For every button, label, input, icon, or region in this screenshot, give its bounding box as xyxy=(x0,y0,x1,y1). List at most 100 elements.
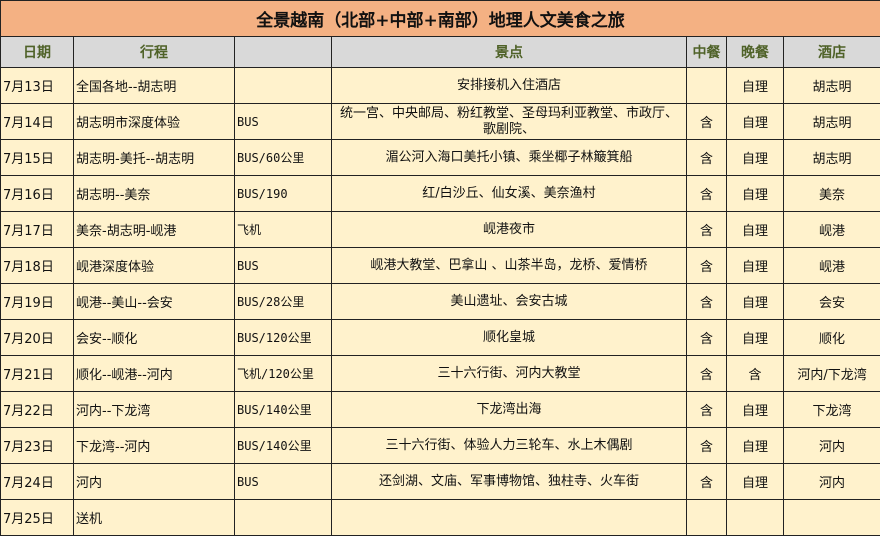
cell-dinner[interactable]: 自理 xyxy=(727,140,784,176)
cell-dinner[interactable]: 自理 xyxy=(727,248,784,284)
cell-lunch[interactable]: 含 xyxy=(687,356,727,392)
cell-sights[interactable]: 三十六行街、河内大教堂 xyxy=(332,356,687,392)
cell-lunch[interactable]: 含 xyxy=(687,104,727,140)
cell-hotel[interactable]: 河内 xyxy=(784,464,880,500)
cell-dinner[interactable]: 自理 xyxy=(727,212,784,248)
cell-route[interactable]: 胡志明--美奈 xyxy=(74,176,235,212)
cell-sights[interactable]: 湄公河入海口美托小镇、乘坐椰子林簸箕船 xyxy=(332,140,687,176)
cell-route[interactable]: 岘港深度体验 xyxy=(74,248,235,284)
cell-route[interactable]: 河内 xyxy=(74,464,235,500)
cell-route[interactable]: 岘港--美山--会安 xyxy=(74,284,235,320)
header-transport xyxy=(235,37,332,68)
cell-route[interactable]: 胡志明市深度体验 xyxy=(74,104,235,140)
cell-transport[interactable]: BUS xyxy=(235,104,332,140)
cell-lunch[interactable]: 含 xyxy=(687,248,727,284)
cell-sights[interactable]: 还剑湖、文庙、军事博物馆、独柱寺、火车街 xyxy=(332,464,687,500)
cell-sights[interactable]: 岘港夜市 xyxy=(332,212,687,248)
cell-transport[interactable]: 飞机 xyxy=(235,212,332,248)
cell-sights[interactable]: 三十六行街、体验人力三轮车、水上木偶剧 xyxy=(332,428,687,464)
cell-hotel[interactable]: 河内/下龙湾 xyxy=(784,356,880,392)
cell-transport[interactable]: BUS/140公里 xyxy=(235,428,332,464)
cell-route[interactable]: 胡志明-美托--胡志明 xyxy=(74,140,235,176)
cell-lunch[interactable] xyxy=(687,500,727,536)
cell-sights[interactable]: 统一宫、中央邮局、粉红教堂、圣母玛利亚教堂、市政厅、歌剧院、 xyxy=(332,104,687,140)
cell-dinner[interactable]: 自理 xyxy=(727,428,784,464)
cell-dinner[interactable]: 自理 xyxy=(727,464,784,500)
cell-lunch[interactable] xyxy=(687,68,727,104)
cell-hotel[interactable]: 胡志明 xyxy=(784,68,880,104)
cell-route[interactable]: 会安--顺化 xyxy=(74,320,235,356)
cell-dinner[interactable]: 自理 xyxy=(727,392,784,428)
cell-date[interactable]: 7月15日 xyxy=(1,140,74,176)
cell-sights[interactable]: 下龙湾出海 xyxy=(332,392,687,428)
cell-transport[interactable] xyxy=(235,68,332,104)
cell-route[interactable]: 顺化--岘港--河内 xyxy=(74,356,235,392)
cell-route[interactable]: 下龙湾--河内 xyxy=(74,428,235,464)
cell-hotel[interactable]: 下龙湾 xyxy=(784,392,880,428)
header-dinner: 晚餐 xyxy=(727,37,784,68)
cell-date[interactable]: 7月22日 xyxy=(1,392,74,428)
cell-lunch[interactable]: 含 xyxy=(687,176,727,212)
cell-date[interactable]: 7月20日 xyxy=(1,320,74,356)
cell-date[interactable]: 7月14日 xyxy=(1,104,74,140)
cell-transport[interactable]: 飞机/120公里 xyxy=(235,356,332,392)
cell-hotel[interactable]: 胡志明 xyxy=(784,104,880,140)
cell-transport[interactable]: BUS/28公里 xyxy=(235,284,332,320)
cell-lunch[interactable]: 含 xyxy=(687,464,727,500)
table-row: 7月21日顺化--岘港--河内飞机/120公里三十六行街、河内大教堂含含河内/下… xyxy=(1,356,880,392)
cell-transport[interactable]: BUS xyxy=(235,248,332,284)
cell-route[interactable]: 河内--下龙湾 xyxy=(74,392,235,428)
cell-date[interactable]: 7月25日 xyxy=(1,500,74,536)
cell-route[interactable]: 全国各地--胡志明 xyxy=(74,68,235,104)
cell-transport[interactable]: BUS/60公里 xyxy=(235,140,332,176)
cell-sights[interactable]: 顺化皇城 xyxy=(332,320,687,356)
cell-hotel[interactable]: 美奈 xyxy=(784,176,880,212)
cell-transport[interactable]: BUS/140公里 xyxy=(235,392,332,428)
table-row: 7月13日全国各地--胡志明 安排接机入住酒店 自理胡志明 xyxy=(1,68,880,104)
cell-dinner[interactable]: 自理 xyxy=(727,176,784,212)
cell-dinner[interactable]: 自理 xyxy=(727,320,784,356)
cell-lunch[interactable]: 含 xyxy=(687,284,727,320)
cell-lunch[interactable]: 含 xyxy=(687,140,727,176)
cell-date[interactable]: 7月24日 xyxy=(1,464,74,500)
cell-date[interactable]: 7月17日 xyxy=(1,212,74,248)
cell-date[interactable]: 7月21日 xyxy=(1,356,74,392)
cell-date[interactable]: 7月13日 xyxy=(1,68,74,104)
cell-sights[interactable]: 安排接机入住酒店 xyxy=(332,68,687,104)
cell-sights[interactable]: 美山遗址、会安古城 xyxy=(332,284,687,320)
cell-dinner[interactable]: 自理 xyxy=(727,284,784,320)
cell-date[interactable]: 7月19日 xyxy=(1,284,74,320)
cell-route[interactable]: 美奈-胡志明-岘港 xyxy=(74,212,235,248)
cell-hotel[interactable] xyxy=(784,500,880,536)
cell-hotel[interactable]: 会安 xyxy=(784,284,880,320)
cell-lunch[interactable]: 含 xyxy=(687,428,727,464)
cell-hotel[interactable]: 岘港 xyxy=(784,212,880,248)
cell-route[interactable]: 送机 xyxy=(74,500,235,536)
cell-sights[interactable]: 红/白沙丘、仙女溪、美奈渔村 xyxy=(332,176,687,212)
cell-date[interactable]: 7月18日 xyxy=(1,248,74,284)
cell-date[interactable]: 7月23日 xyxy=(1,428,74,464)
cell-lunch[interactable]: 含 xyxy=(687,392,727,428)
cell-transport[interactable]: BUS/120公里 xyxy=(235,320,332,356)
cell-sights[interactable]: 岘港大教堂、巴拿山 、山茶半岛，龙桥、爱情桥 xyxy=(332,248,687,284)
cell-lunch[interactable]: 含 xyxy=(687,320,727,356)
cell-hotel[interactable]: 顺化 xyxy=(784,320,880,356)
cell-hotel[interactable]: 岘港 xyxy=(784,248,880,284)
cell-lunch[interactable]: 含 xyxy=(687,212,727,248)
cell-date[interactable]: 7月16日 xyxy=(1,176,74,212)
cell-transport[interactable]: BUS/190 xyxy=(235,176,332,212)
cell-dinner[interactable] xyxy=(727,500,784,536)
cell-transport[interactable]: BUS xyxy=(235,464,332,500)
cell-transport[interactable] xyxy=(235,500,332,536)
cell-sights[interactable] xyxy=(332,500,687,536)
cell-dinner[interactable]: 自理 xyxy=(727,68,784,104)
cell-hotel[interactable]: 河内 xyxy=(784,428,880,464)
cell-dinner[interactable]: 自理 xyxy=(727,104,784,140)
cell-dinner[interactable]: 含 xyxy=(727,356,784,392)
cell-hotel[interactable]: 胡志明 xyxy=(784,140,880,176)
